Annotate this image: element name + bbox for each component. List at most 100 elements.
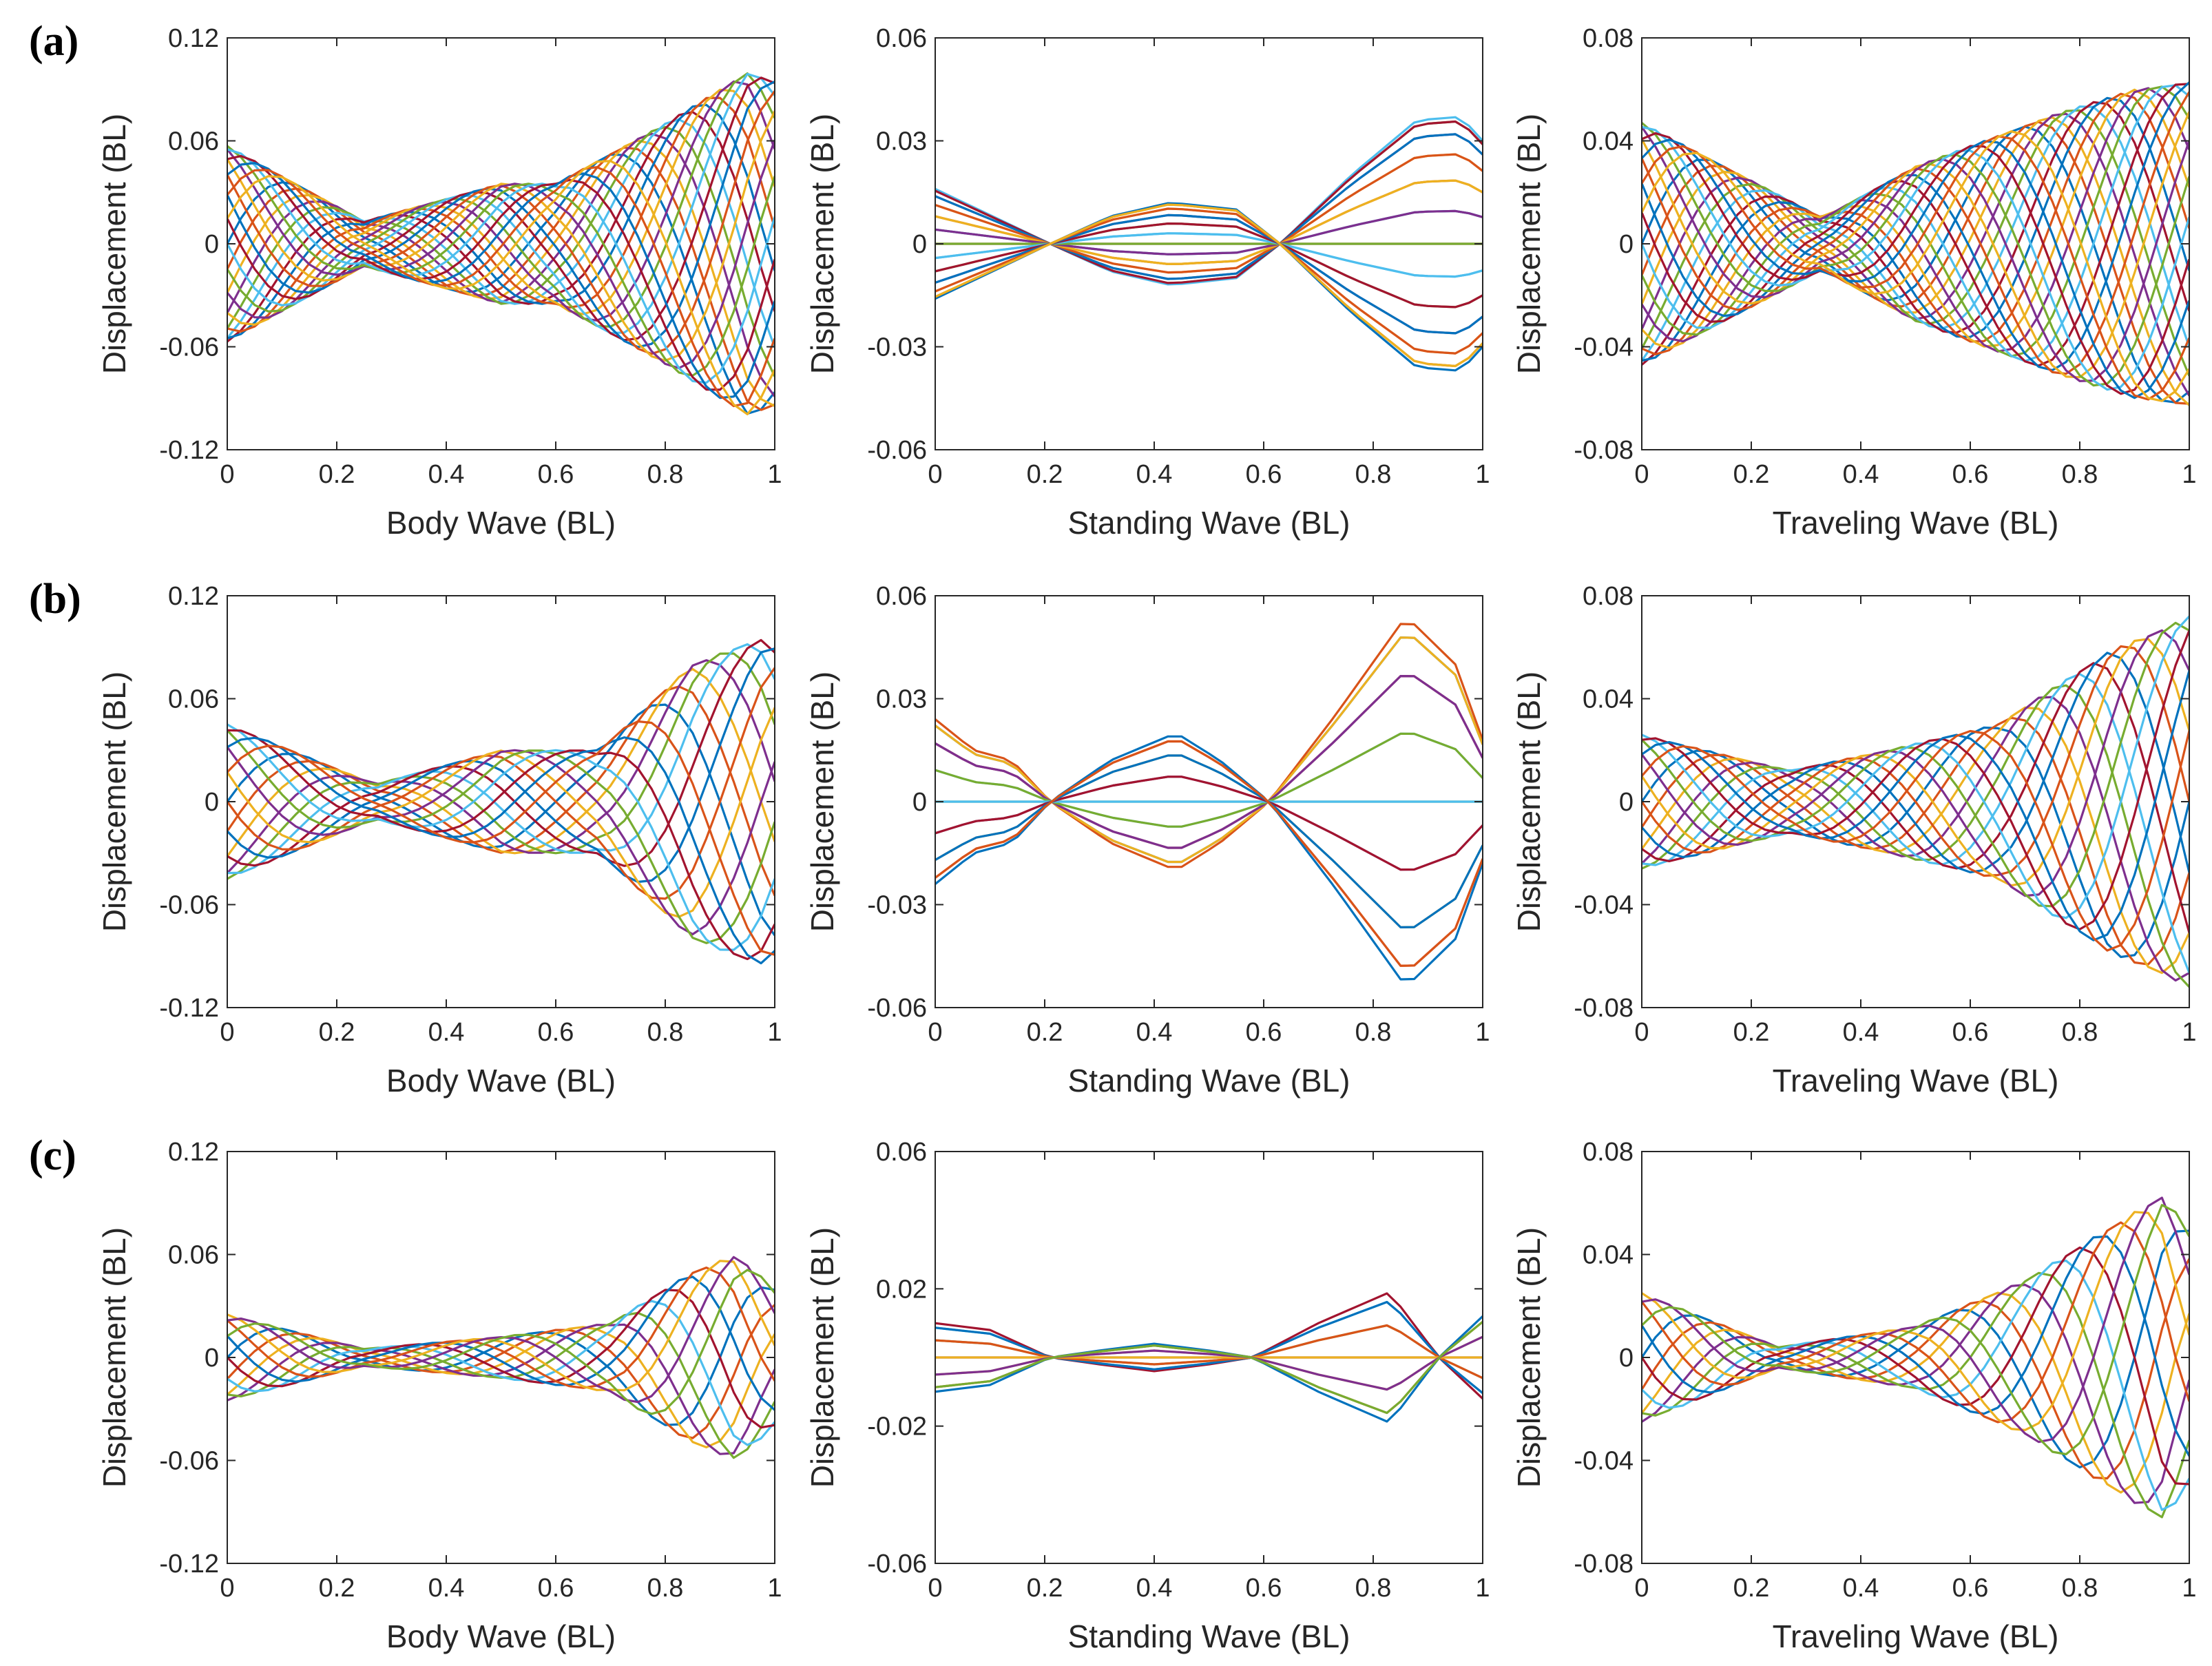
x-tick-label: 0 <box>928 1018 942 1047</box>
series-group <box>1642 1196 2189 1519</box>
series-line <box>227 729 775 961</box>
series-line <box>1642 1284 2189 1504</box>
x-tick-label: 0.6 <box>1246 1574 1282 1603</box>
x-tick-label: 0.4 <box>1136 1574 1173 1603</box>
x-tick-label: 0.6 <box>1246 460 1282 489</box>
y-tick-label: 0.03 <box>876 685 927 714</box>
x-tick-label: 1 <box>767 1574 782 1603</box>
series-line <box>1642 105 2189 362</box>
x-tick-label: 0 <box>1634 460 1649 489</box>
series-line <box>227 720 775 956</box>
x-tick-label: 0.4 <box>1136 1018 1173 1047</box>
series-line <box>1642 1246 2189 1486</box>
y-tick-label: -0.06 <box>867 436 927 465</box>
series-line <box>1642 645 2189 877</box>
series-line <box>227 160 775 415</box>
series-line <box>227 707 775 918</box>
y-tick-label: -0.12 <box>159 994 219 1023</box>
series-group <box>227 638 775 965</box>
series-line <box>935 623 1483 868</box>
y-tick-label: -0.04 <box>1574 891 1634 920</box>
series-line <box>1642 1229 2189 1469</box>
series-line <box>935 1320 1483 1415</box>
y-tick-label: -0.06 <box>867 1550 927 1579</box>
panel-a-standing: 0 0.2 0.4 0.6 0.8 1 0.06 0.03 0 -0.03 -0.06 Standin… <box>804 24 1490 541</box>
series-line <box>227 1289 775 1429</box>
x-tick-label: 0.6 <box>538 1574 574 1603</box>
x-axis-title: Body Wave (BL) <box>386 505 616 541</box>
series-line <box>1642 1291 2189 1494</box>
series-line <box>227 723 775 951</box>
series-line <box>1642 125 2189 391</box>
series-line <box>227 72 775 328</box>
x-tick-label: 0.8 <box>2062 1018 2098 1047</box>
y-tick-label: 0.12 <box>168 582 219 611</box>
series-line <box>1642 83 2189 367</box>
y-tick-label: 0.03 <box>876 127 927 156</box>
series-line <box>227 1260 775 1392</box>
series-line <box>227 162 775 399</box>
row-label: (c) <box>29 1132 76 1179</box>
x-tick-label: 0.2 <box>1733 1018 1770 1047</box>
x-tick-label: 0 <box>928 460 942 489</box>
series-line <box>1642 135 2189 401</box>
x-tick-label: 0.8 <box>1355 460 1392 489</box>
y-tick-label: 0 <box>1619 788 1634 817</box>
series-line <box>227 88 775 326</box>
y-tick-label: -0.04 <box>1574 1447 1634 1476</box>
y-tick-label: 0.06 <box>168 685 219 714</box>
series-line <box>1642 138 2189 399</box>
x-tick-label: 0.8 <box>647 460 684 489</box>
series-line <box>227 132 775 397</box>
x-tick-label: 1 <box>2182 1574 2196 1603</box>
series-line <box>935 222 1483 309</box>
panel-c-traveling: 0 0.2 0.4 0.6 0.8 1 0.08 0.04 0 -0.04 -0.08 Traveli… <box>1511 1138 2197 1654</box>
series-line <box>227 647 775 884</box>
series-line <box>1642 670 2189 941</box>
x-tick-label: 0.2 <box>1027 460 1063 489</box>
series-line <box>227 139 775 370</box>
series-line <box>227 72 775 335</box>
x-tick-label: 0.6 <box>1952 1574 1989 1603</box>
series-line <box>1642 1196 2189 1444</box>
series-line <box>935 153 1483 274</box>
series-line <box>935 754 1483 928</box>
x-tick-label: 0.8 <box>647 1574 684 1603</box>
series-line <box>1642 673 2189 974</box>
x-tick-label: 1 <box>767 460 782 489</box>
series-line <box>1642 88 2189 349</box>
x-axis-title: Traveling Wave (BL) <box>1773 1063 2059 1098</box>
y-axis-title: Displacement (BL) <box>96 671 132 932</box>
series-group <box>935 623 1483 981</box>
series-line <box>1642 1204 2189 1456</box>
series-line <box>227 96 775 333</box>
x-tick-label: 0 <box>220 1018 234 1047</box>
series-line <box>227 1269 775 1415</box>
x-tick-label: 0.2 <box>319 1574 355 1603</box>
series-line <box>227 80 775 322</box>
x-tick-label: 0.6 <box>538 1018 574 1047</box>
series-line <box>227 1323 775 1455</box>
series-line <box>1642 91 2189 375</box>
plot-area <box>1642 38 2189 450</box>
series-line <box>227 652 775 880</box>
y-tick-label: -0.06 <box>867 994 927 1023</box>
series-line <box>227 103 775 340</box>
y-tick-label: 0.06 <box>876 1138 927 1167</box>
series-line <box>227 155 775 391</box>
y-tick-label: -0.06 <box>159 1447 219 1476</box>
series-line <box>227 80 775 348</box>
series-line <box>935 1335 1483 1391</box>
panel-c-standing: 0 0.2 0.4 0.6 0.8 1 0.06 0.02 -0.02 -0.06 Standing… <box>804 1138 1490 1654</box>
y-tick-label: 0.06 <box>168 1241 219 1270</box>
panel-b-standing: 0 0.2 0.4 0.6 0.8 1 0.06 0.03 0 -0.03 -0.06 Standin… <box>804 582 1490 1098</box>
y-tick-label: -0.06 <box>159 891 219 920</box>
y-axis-title: Displacement (BL) <box>1511 671 1547 932</box>
y-tick-label: -0.12 <box>159 436 219 465</box>
series-line <box>935 203 1483 368</box>
y-tick-label: 0.08 <box>1583 582 1634 611</box>
series-line <box>1642 130 2189 402</box>
plot-area <box>227 596 775 1008</box>
series-line <box>1642 132 2189 395</box>
y-tick-label: 0.04 <box>1583 1241 1634 1270</box>
